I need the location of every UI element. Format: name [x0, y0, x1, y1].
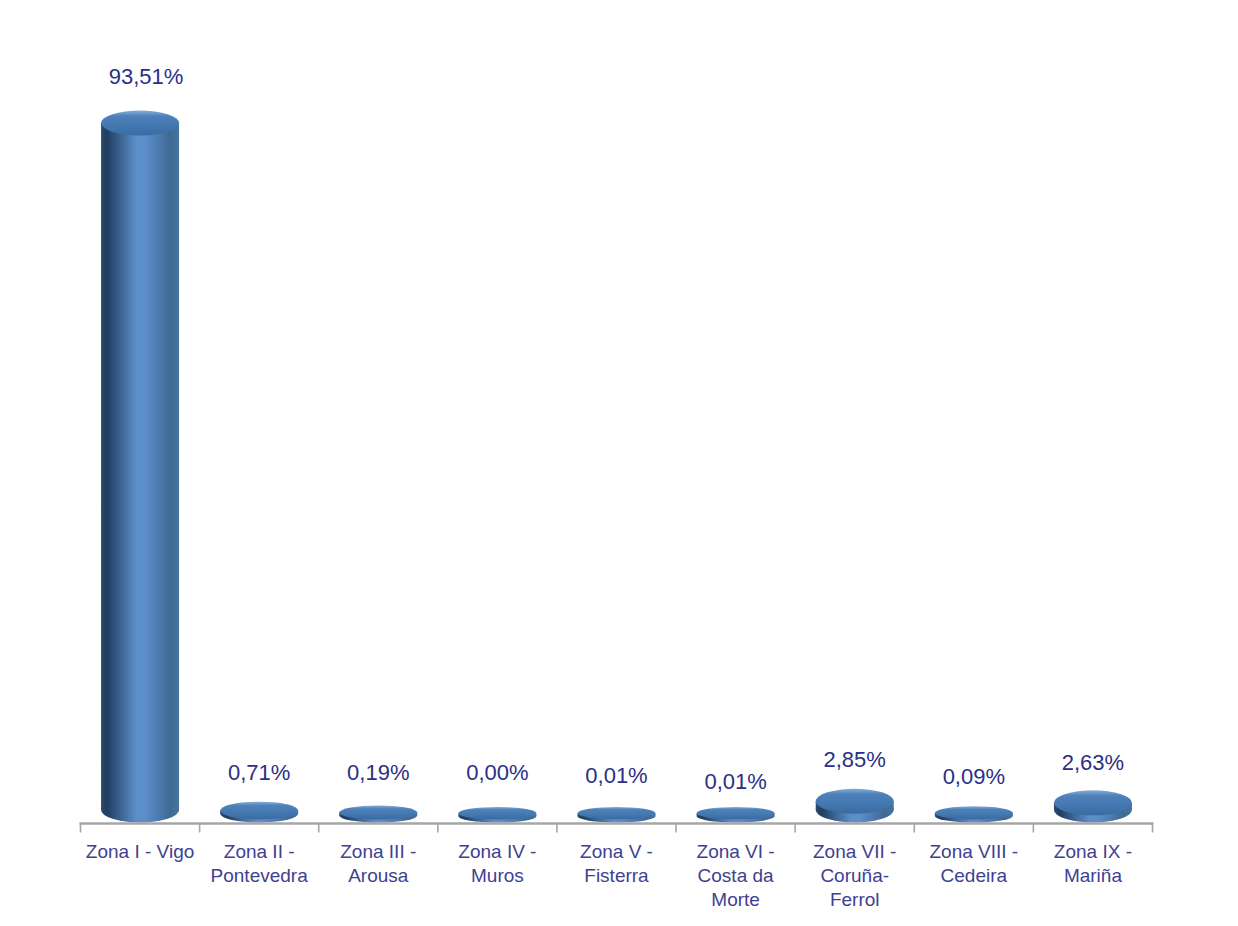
- value-label-1: 93,51%: [109, 64, 184, 89]
- cylinder-top: [1054, 790, 1132, 815]
- bar-8-zona-viii-cedeira: [935, 806, 1013, 822]
- value-label-7: 2,85%: [824, 747, 886, 772]
- bar-7-zona-vii-coru-a-ferrol: [816, 789, 894, 823]
- bar-2-zona-ii-pontevedra: [220, 802, 298, 823]
- category-label-1: Zona I - Vigo: [86, 841, 194, 862]
- cylinder-top: [220, 802, 298, 820]
- cylinder-top: [101, 111, 179, 136]
- value-label-4: 0,00%: [466, 760, 528, 785]
- cylinder-bar-chart: 93,51%Zona I - Vigo0,71%Zona II -Ponteve…: [0, 0, 1238, 926]
- value-label-3: 0,19%: [347, 760, 409, 785]
- cylinder-top: [458, 807, 536, 820]
- cylinder-top: [339, 806, 417, 820]
- bar-1-zona-i-vigo: [101, 111, 179, 823]
- bar-4-zona-iv-muros: [458, 807, 536, 823]
- value-label-6: 0,01%: [704, 769, 766, 794]
- value-label-2: 0,71%: [228, 760, 290, 785]
- bar-9-zona-ix-mari-a: [1054, 790, 1132, 822]
- cylinder-top: [697, 807, 775, 820]
- chart-page: 93,51%Zona I - Vigo0,71%Zona II -Ponteve…: [0, 0, 1238, 926]
- cylinder-top: [935, 806, 1013, 819]
- chart-area: 93,51%Zona I - Vigo0,71%Zona II -Ponteve…: [0, 0, 1238, 926]
- cylinder-top: [578, 807, 656, 820]
- value-label-9: 2,63%: [1062, 750, 1124, 775]
- bar-3-zona-iii-arousa: [339, 806, 417, 823]
- bar-5-zona-v-fisterra: [578, 807, 656, 823]
- value-label-8: 0,09%: [943, 764, 1005, 789]
- cylinder-top: [816, 789, 894, 814]
- bar-6-zona-vi-costa-da-morte: [697, 807, 775, 823]
- cylinder-side: [101, 123, 179, 810]
- value-label-5: 0,01%: [585, 763, 647, 788]
